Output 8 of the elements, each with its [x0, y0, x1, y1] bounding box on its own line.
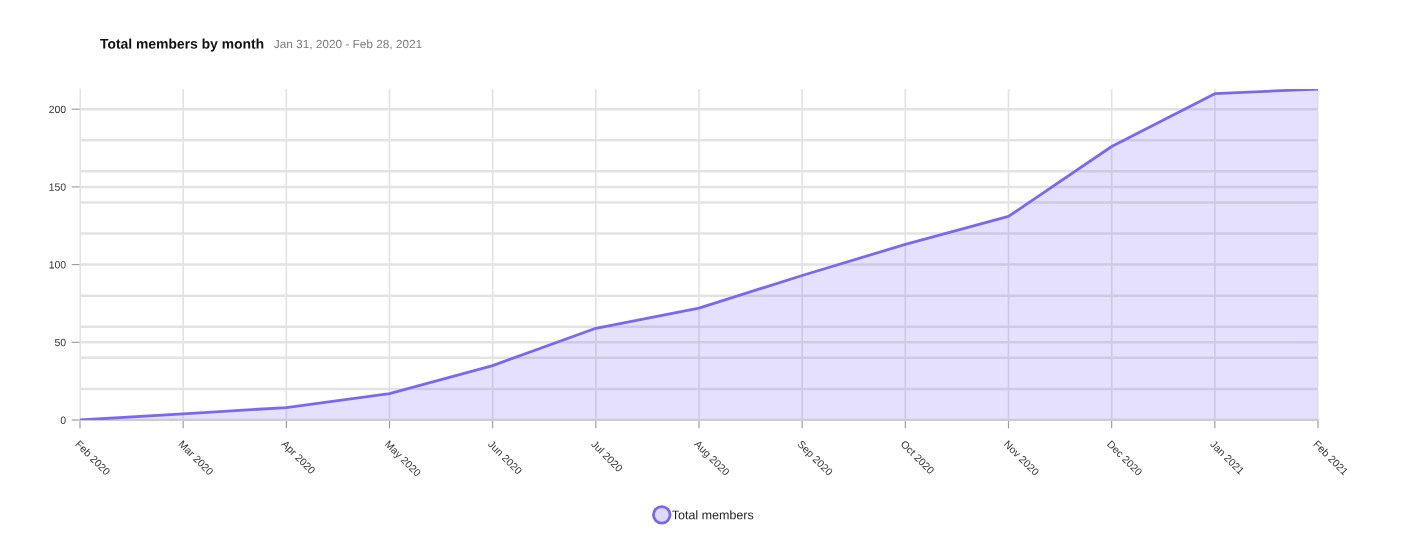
y-tick-label: 100: [49, 261, 66, 269]
y-tick-label: 150: [49, 183, 66, 191]
chart-subtitle: Jan 31, 2020 - Feb 28, 2021: [274, 39, 422, 50]
y-tick-label: 0: [60, 416, 66, 424]
y-tick-label: 200: [49, 105, 66, 114]
chart-title: Total members by month: [100, 38, 264, 52]
y-tick-label: 50: [54, 338, 66, 347]
legend-label: Total members: [672, 510, 754, 520]
